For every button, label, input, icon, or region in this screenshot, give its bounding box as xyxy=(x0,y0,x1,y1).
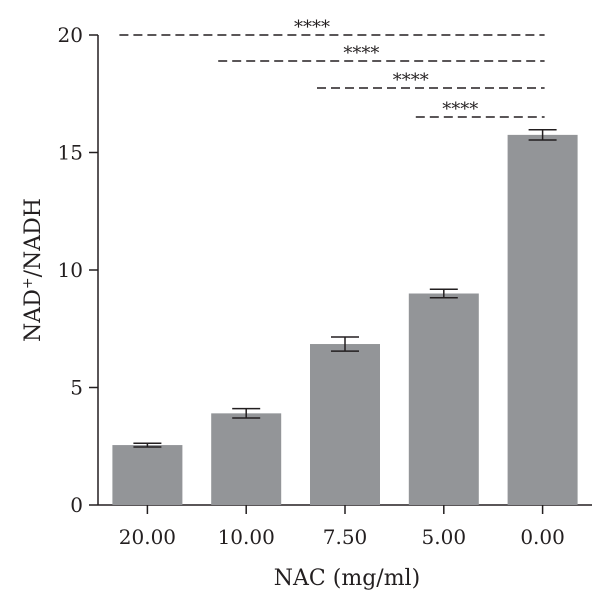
x-axis: 20.00 10.00 7.50 5.00 0.00 xyxy=(98,504,592,549)
x-axis-title: NAC (mg/ml) xyxy=(274,566,420,591)
significance-stars: **** xyxy=(442,99,478,120)
x-tick-label: 7.50 xyxy=(323,525,368,549)
bar-0.00 xyxy=(507,134,578,505)
y-axis-title: NAD+/NADH xyxy=(20,198,46,342)
bars xyxy=(112,134,578,505)
y-tick-label: 10 xyxy=(58,258,83,282)
bar-10.00 xyxy=(211,413,282,505)
x-tick-label: 0.00 xyxy=(520,525,565,549)
error-bars xyxy=(133,128,557,448)
x-tick-label: 20.00 xyxy=(119,525,176,549)
y-axis-title-superscript: + xyxy=(20,277,36,289)
significance-stars: **** xyxy=(294,17,330,38)
y-axis: 0 5 10 15 20 xyxy=(58,23,99,517)
significance-brackets: **** **** **** **** xyxy=(119,17,545,120)
y-axis-title-base: NAD xyxy=(21,289,46,342)
x-tick-label: 10.00 xyxy=(218,525,275,549)
bar-20.00 xyxy=(112,445,183,505)
y-tick-label: 0 xyxy=(70,493,83,517)
x-tick-label: 5.00 xyxy=(422,525,467,549)
y-tick-label: 5 xyxy=(70,376,83,400)
significance-stars: **** xyxy=(343,43,379,64)
significance-stars: **** xyxy=(393,70,429,91)
bar-7.50 xyxy=(310,344,380,505)
y-tick-label: 15 xyxy=(58,141,83,165)
bar-5.00 xyxy=(408,293,479,505)
y-tick-label: 20 xyxy=(58,23,83,47)
y-axis-title-rest: /NADH xyxy=(21,198,46,277)
